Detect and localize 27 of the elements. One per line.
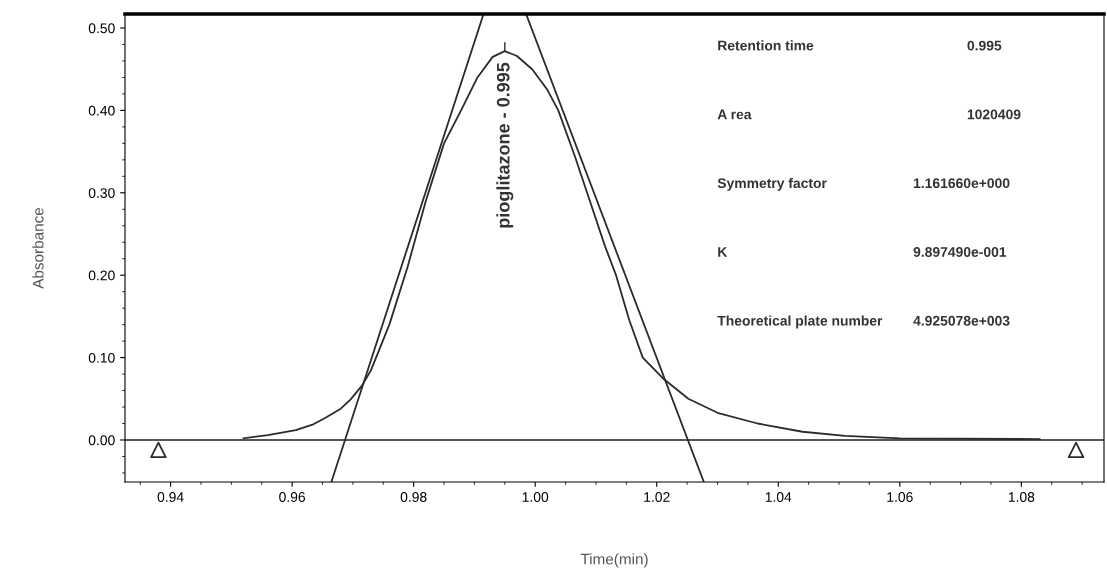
annotation: K bbox=[718, 247, 728, 257]
y-tick-label: 0.20 bbox=[88, 270, 115, 281]
annotation: 4.925078e+003 bbox=[913, 315, 1010, 326]
y-tick-label: 0.50 bbox=[88, 23, 115, 34]
y-tick-label: 0.40 bbox=[88, 105, 115, 116]
y-tick-label: 0.00 bbox=[88, 435, 115, 446]
annotation: pioglitazone - 0.995 bbox=[496, 62, 514, 228]
x-tick-label: 0.98 bbox=[400, 492, 427, 502]
x-tick-label: 1.06 bbox=[887, 492, 913, 502]
x-tick-label: 1.02 bbox=[644, 492, 670, 502]
y-axis-title: Absorbance bbox=[32, 207, 44, 289]
annotation: 1.161660e+000 bbox=[913, 178, 1010, 189]
x-tick-label: 1.00 bbox=[522, 492, 549, 502]
annotation: 9.897490e-001 bbox=[913, 247, 1007, 257]
x-tick-label: 0.96 bbox=[279, 492, 306, 502]
x-tick-label: 1.08 bbox=[1008, 492, 1035, 502]
annotation: 1020409 bbox=[967, 109, 1021, 120]
y-tick-label: 0.30 bbox=[88, 188, 115, 198]
y-tick-label: 0.10 bbox=[88, 352, 115, 363]
annotation: A rea bbox=[717, 109, 752, 120]
annotation: Theoretical plate number bbox=[717, 315, 883, 329]
x-tick-label: 0.94 bbox=[157, 492, 184, 502]
x-axis-title: Time(min) bbox=[580, 553, 648, 568]
annotation: 0.995 bbox=[967, 40, 1002, 51]
annotation: Retention time bbox=[718, 40, 814, 51]
x-tick-label: 1.04 bbox=[765, 492, 792, 502]
annotation: Symmetry factor bbox=[717, 177, 827, 191]
